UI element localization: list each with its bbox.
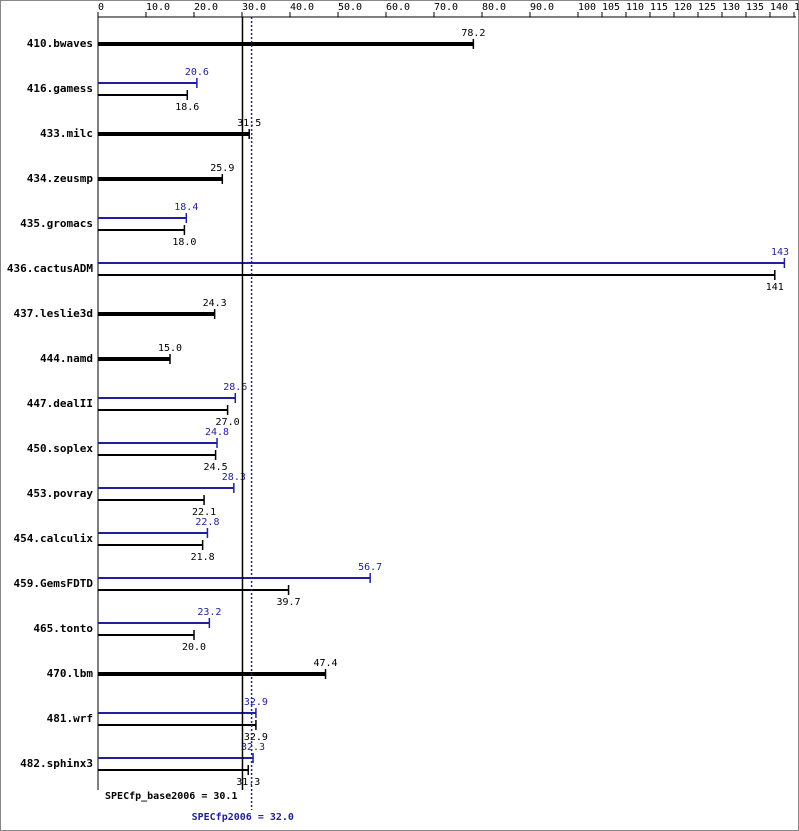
value-label: 24.8 [205,427,229,438]
x-tick-label: 145 [794,2,799,13]
value-label: 47.4 [313,658,337,669]
value-label: 141 [766,282,784,293]
value-label: 15.0 [158,343,182,354]
category-label: 416.gamess [27,82,93,95]
value-label: 23.2 [197,607,221,618]
x-tick-label: 110 [626,2,644,13]
value-label: 24.3 [203,298,227,309]
value-label: 27.0 [216,417,240,428]
category-label: 444.namd [40,352,93,365]
category-label: 436.cactusADM [7,262,93,275]
reference-label: SPECfp_base2006 = 30.1 [105,791,237,802]
category-label: 435.gromacs [20,217,93,230]
x-tick-label: 30.0 [242,2,266,13]
x-tick-label: 135 [746,2,764,13]
value-label: 18.4 [174,202,198,213]
value-label: 22.1 [192,507,216,518]
value-label: 32.3 [241,742,265,753]
x-tick-label: 70.0 [434,2,458,13]
category-label: 454.calculix [14,532,94,545]
x-tick-label: 80.0 [482,2,506,13]
category-label: 465.tonto [33,622,93,635]
x-tick-label: 115 [650,2,668,13]
value-label: 24.5 [204,462,228,473]
category-label: 437.leslie3d [14,307,93,320]
value-label: 22.8 [195,517,219,528]
x-tick-label: 120 [674,2,692,13]
value-label: 31.3 [236,777,260,788]
category-label: 453.povray [27,487,94,500]
x-tick-label: 0 [98,2,104,13]
x-tick-label: 130 [722,2,740,13]
category-label: 447.dealII [27,397,93,410]
value-label: 25.9 [210,163,234,174]
x-tick-label: 50.0 [338,2,362,13]
category-label: 482.sphinx3 [20,757,93,770]
x-tick-label: 10.0 [146,2,170,13]
x-tick-label: 105 [602,2,620,13]
category-label: 433.milc [40,127,93,140]
value-label: 32.9 [244,732,268,743]
x-tick-label: 125 [698,2,716,13]
category-label: 470.lbm [47,667,94,680]
value-label: 32.9 [244,697,268,708]
value-label: 78.2 [461,28,485,39]
x-tick-label: 20.0 [194,2,218,13]
value-label: 143 [771,247,789,258]
value-label: 28.3 [222,472,246,483]
x-tick-label: 40.0 [290,2,314,13]
value-label: 31.5 [237,118,261,129]
x-tick-label: 60.0 [386,2,410,13]
value-label: 21.8 [191,552,215,563]
value-label: 20.0 [182,642,206,653]
reference-label: SPECfp2006 = 32.0 [192,812,294,823]
category-label: 481.wrf [47,712,93,725]
category-label: 450.soplex [27,442,94,455]
value-label: 18.0 [172,237,196,248]
category-label: 434.zeusmp [27,172,94,185]
value-label: 39.7 [277,597,301,608]
value-label: 18.6 [175,102,199,113]
category-label: 410.bwaves [27,37,93,50]
value-label: 20.6 [185,67,209,78]
category-label: 459.GemsFDTD [14,577,94,590]
x-tick-label: 90.0 [530,2,554,13]
value-label: 56.7 [358,562,382,573]
value-label: 28.6 [223,382,247,393]
x-tick-label: 140 [770,2,788,13]
x-tick-label: 100 [578,2,596,13]
